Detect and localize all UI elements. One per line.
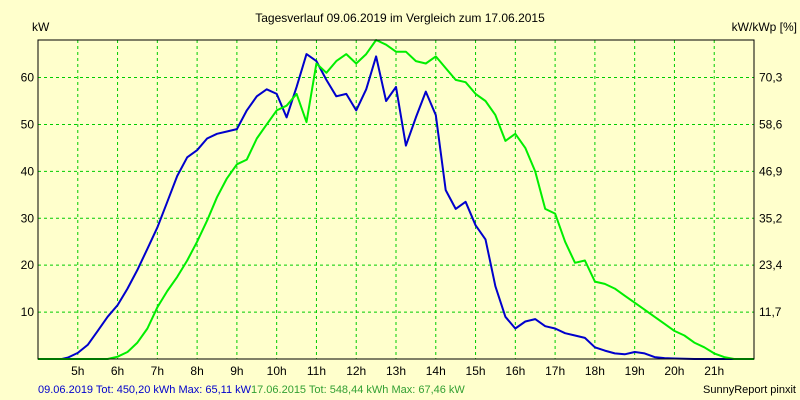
series-line-s2019 [38, 53, 754, 360]
x-tick-label: 10h [267, 364, 287, 378]
y-tick-label-right: 58,6 [759, 117, 783, 131]
x-tick-label: 18h [585, 364, 605, 378]
y-tick-label-left: 60 [21, 71, 35, 85]
x-tick-label: 5h [71, 364, 84, 378]
x-tick-label: 14h [426, 364, 446, 378]
x-tick-label: 20h [664, 364, 684, 378]
y-axis-right-label: kW/kWp [%] [732, 20, 797, 34]
x-tick-label: 7h [151, 364, 164, 378]
y-tick-label-right: 11,7 [759, 305, 782, 319]
y-tick-label-left: 40 [21, 164, 35, 178]
x-tick-label: 9h [230, 364, 243, 378]
y-tick-label-right: 70,3 [759, 71, 783, 85]
axis-tick-labels: 5h 6h 7h 8h 9h 10h 11h 12h 13h 14h 15h 16h 17h 18h 19h… [21, 71, 783, 378]
footer-series-2015: 17.06.2015 Tot: 548,44 kWh Max: 67,46 kW [251, 384, 465, 396]
y-axis-left-label: kW [32, 20, 50, 34]
plot-frame [37, 39, 755, 360]
x-tick-label: 19h [625, 364, 645, 378]
x-tick-label: 21h [704, 364, 724, 378]
series-lines [38, 39, 754, 360]
y-tick-label-right: 23,4 [759, 258, 783, 272]
footer-series-2019: 09.06.2019 Tot: 450,20 kWh Max: 65,11 kW [38, 384, 252, 396]
chart-title: Tagesverlauf 09.06.2019 im Vergleich zum… [255, 11, 545, 25]
y-tick-label-left: 30 [21, 211, 35, 225]
y-tick-label-left: 50 [21, 117, 35, 131]
x-tick-label: 17h [545, 364, 565, 378]
x-tick-label: 12h [346, 364, 366, 378]
x-tick-label: 16h [505, 364, 525, 378]
y-tick-label-left: 20 [21, 258, 35, 272]
footer-credit: SunnyReport pinxit [703, 384, 796, 396]
x-tick-label: 15h [466, 364, 486, 378]
y-tick-label-left: 10 [21, 305, 35, 319]
y-tick-label-right: 46,9 [759, 164, 783, 178]
grid-lines [38, 40, 754, 359]
x-tick-label: 8h [190, 364, 203, 378]
x-tick-label: 6h [111, 364, 124, 378]
x-tick-label: 11h [307, 364, 326, 378]
y-tick-label-right: 35,2 [759, 211, 783, 225]
x-tick-label: 13h [386, 364, 406, 378]
series-line-s2015 [38, 39, 754, 360]
